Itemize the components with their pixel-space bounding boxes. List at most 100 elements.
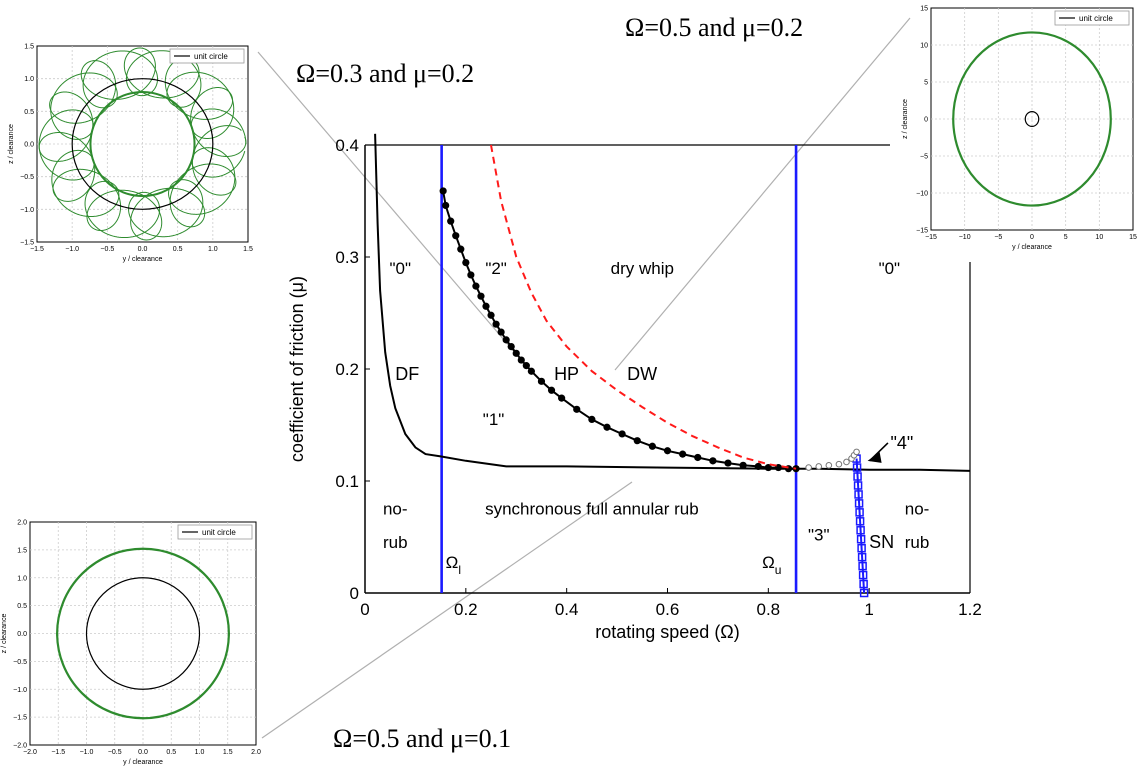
- hp-marker: [477, 292, 485, 300]
- hp-marker: [512, 349, 520, 357]
- connector-top-right: [614, 17, 911, 371]
- hp-marker: [442, 201, 450, 210]
- inset-curve-unit-circle: [85, 577, 201, 690]
- open-marker: [835, 460, 843, 468]
- y-tick-label: 0.4: [335, 136, 359, 155]
- inset-y-tick-label: −2.0: [13, 743, 27, 750]
- hp-marker: [573, 405, 581, 413]
- inset-curve-unit-circle: [71, 78, 214, 210]
- sn-marker: [859, 588, 869, 598]
- inset-y-tick-label: 1.5: [17, 547, 27, 554]
- x-tick-label: 0.2: [454, 600, 478, 619]
- hp-marker: [467, 271, 475, 279]
- inset-y-tick-label: −10: [916, 191, 928, 198]
- inset-y-tick-label: −1.0: [13, 687, 27, 694]
- hp-marker: [492, 320, 500, 328]
- hp-marker: [497, 328, 505, 336]
- inset-legend-box: [1054, 10, 1130, 26]
- inset-y-tick-label: 0.5: [24, 109, 34, 116]
- curve-sn: [855, 458, 866, 594]
- sn-marker: [853, 481, 863, 490]
- inset-x-tick-label: −1.5: [30, 246, 44, 253]
- annotation-top-left: Ω=0.3 and μ=0.2: [296, 59, 474, 88]
- curve-label-df: DF: [395, 364, 419, 384]
- annotation-top-right: Ω=0.5 and μ=0.2: [625, 13, 803, 42]
- curve-label-dw: DW: [627, 364, 657, 384]
- hp-marker: [527, 367, 535, 375]
- sn-marker: [853, 472, 862, 481]
- y-axis-label: coefficient of friction (μ): [287, 276, 307, 462]
- hp-marker: [447, 217, 455, 225]
- inset-x-tick-label: 5: [1064, 234, 1068, 241]
- sn-marker: [858, 570, 868, 580]
- curve-label-sn: SN: [869, 532, 894, 552]
- connector-top-left: [257, 51, 529, 369]
- inset-x-tick-label: 1.0: [195, 749, 205, 756]
- inset-y-tick-label: −15: [916, 228, 928, 235]
- inset-y-tick-label: 0.0: [17, 631, 27, 638]
- inset-y-tick-label: 1.0: [24, 76, 34, 83]
- sn-marker: [858, 561, 867, 571]
- hp-marker: [663, 447, 672, 455]
- hp-marker: [633, 437, 641, 445]
- connector-bottom: [261, 481, 633, 739]
- sn-marker: [855, 517, 865, 526]
- open-marker: [825, 462, 833, 469]
- x-tick-label: 1: [864, 600, 873, 619]
- inset-x-tick-label: 0.0: [138, 246, 148, 253]
- inset-x-axis-label: y / clearance: [123, 256, 163, 263]
- inset-x-tick-label: −2.0: [23, 749, 37, 756]
- sn-marker: [854, 499, 864, 508]
- inset-x-tick-label: 0.5: [166, 749, 176, 756]
- inset-x-tick-label: −15: [925, 234, 937, 241]
- inset-bottom-left: −2.0 −1.5 −1.0 −0.5 0.0 0.5 1.0 1.5 2.0 2.0 1.5 1.0…: [1, 520, 261, 767]
- region-label-3: "0": [879, 259, 901, 278]
- y-tick-label: 0.2: [335, 360, 359, 379]
- hp-marker: [764, 463, 772, 472]
- x-axis-label: rotating speed (Ω): [595, 622, 740, 642]
- sn-marker: [857, 543, 866, 553]
- inset-y-tick-label: −1.5: [20, 240, 34, 247]
- inset-curve-orbit: [952, 31, 1112, 207]
- arrow-label-4: "4": [891, 433, 914, 453]
- inset-x-tick-label: 10: [1095, 234, 1103, 241]
- inset-y-tick-label: −1.5: [13, 715, 27, 722]
- sn-marker: [852, 463, 862, 472]
- open-marker: [805, 464, 812, 471]
- hp-marker: [457, 245, 465, 253]
- omega-upper-label: Ωu: [762, 553, 781, 577]
- inset-legend-text: unit circle: [1079, 14, 1113, 23]
- inset-curve-orbit-a: [38, 50, 247, 239]
- inset-y-tick-label: 1.0: [17, 575, 27, 582]
- inset-x-axis-label: y / clearance: [1012, 244, 1052, 251]
- omega-lower-label: Ωl: [446, 553, 461, 577]
- inset-legend-text: unit circle: [202, 528, 236, 537]
- y-tick-label: 0.1: [335, 472, 359, 491]
- hp-marker: [472, 282, 480, 290]
- inset-x-tick-label: 0.0: [138, 749, 148, 756]
- x-tick-label: 0.6: [656, 600, 680, 619]
- inset-x-tick-label: 1.5: [223, 749, 233, 756]
- omega-lower-subscript: l: [458, 563, 461, 577]
- inset-x-tick-label: −5: [994, 234, 1002, 241]
- x-tick-label: 0: [360, 600, 369, 619]
- inset-y-tick-label: −1.0: [20, 207, 34, 214]
- hp-marker: [522, 362, 530, 370]
- curve-label-hp: HP: [554, 364, 579, 384]
- inset-x-tick-label: 15: [1129, 234, 1137, 241]
- inset-curve-unit-circle: [1024, 110, 1040, 127]
- inset-y-axis-label: z / clearance: [8, 124, 15, 164]
- inset-x-axis-label: y / clearance: [123, 759, 163, 766]
- region-label-10: rub: [905, 533, 930, 552]
- annotation-bottom: Ω=0.5 and μ=0.1: [333, 724, 511, 753]
- hp-marker: [507, 343, 515, 351]
- hp-marker: [537, 377, 546, 385]
- region-label-7: synchronous full annular rub: [485, 500, 699, 519]
- inset-y-tick-label: 5: [924, 80, 928, 87]
- inset-x-tick-label: −0.5: [108, 749, 122, 756]
- hp-marker: [754, 462, 762, 471]
- inset-y-tick-label: 15: [920, 6, 928, 13]
- inset-x-tick-label: −1.5: [51, 749, 65, 756]
- inset-x-tick-label: 1.5: [243, 246, 253, 253]
- region-label-0: "0": [390, 259, 412, 278]
